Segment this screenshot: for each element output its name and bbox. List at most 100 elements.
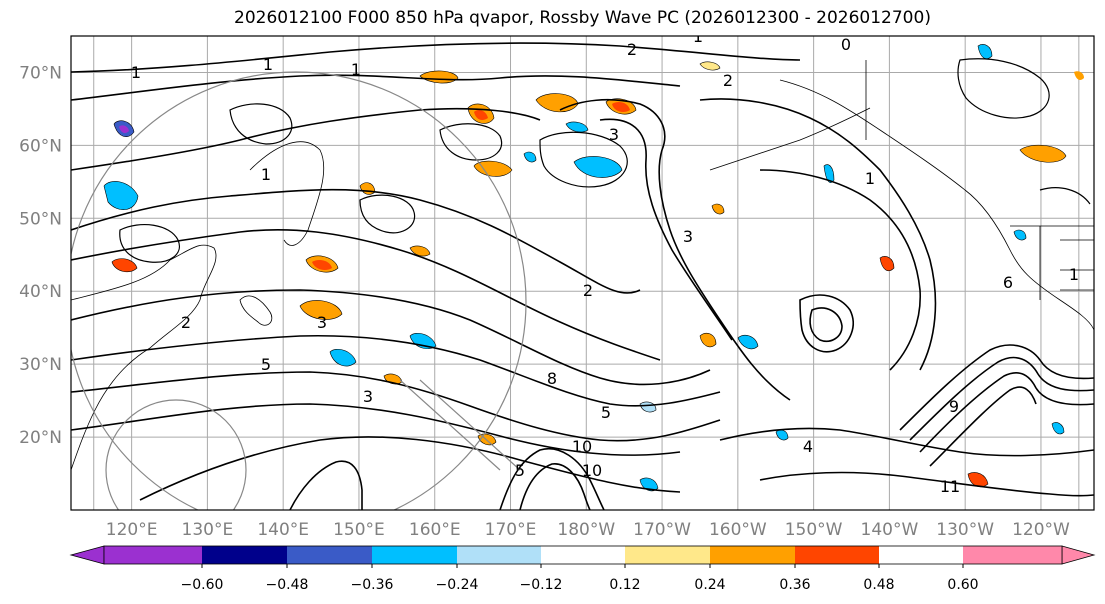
- negative-anomaly-patch: [119, 125, 129, 134]
- negative-anomaly-patch: [639, 477, 659, 492]
- anomaly-shading: [103, 44, 1084, 492]
- contour-value-label: 1: [1069, 265, 1079, 284]
- contour-value-label: 1: [263, 55, 273, 74]
- contour-value-label: 10: [582, 461, 602, 480]
- contour-line: [519, 463, 591, 510]
- contour-line: [559, 98, 791, 401]
- contour-value-label: 2: [723, 71, 733, 90]
- negative-anomaly-patch: [1051, 422, 1065, 435]
- japan-coastline: [239, 295, 273, 326]
- contour-line: [71, 334, 721, 407]
- contour-line: [599, 118, 733, 341]
- contour-value-label: 2: [181, 313, 191, 332]
- range-ring: [71, 71, 527, 510]
- colorbar-segment: [457, 546, 541, 564]
- contour-value-label: 5: [515, 461, 525, 480]
- positive-anomaly-patch: [1074, 71, 1084, 80]
- longitude-label: 150°W: [785, 520, 843, 540]
- contour-line: [719, 427, 1094, 457]
- contour-value-label: 3: [363, 387, 373, 406]
- contour-value-label: 3: [317, 313, 327, 332]
- contour-line: [439, 123, 503, 161]
- colorbar-tick-label: −0.48: [266, 577, 309, 593]
- range-circles: [71, 71, 527, 510]
- coastlines: [71, 60, 1094, 471]
- colorbar-segment: [625, 546, 710, 564]
- map-frame: [70, 35, 1095, 511]
- positive-anomaly-patch: [967, 472, 989, 487]
- contour-value-label: 5: [601, 403, 611, 422]
- colorbar-segment: [710, 546, 795, 564]
- contour-line: [919, 372, 1094, 453]
- colorbar-tick-label: 0.12: [609, 577, 640, 593]
- range-line: [399, 379, 521, 471]
- contour-value-label: 1: [131, 63, 141, 82]
- contour-line: [929, 386, 1037, 467]
- contour-value-label: 2: [627, 40, 637, 59]
- negative-anomaly-patch: [977, 44, 993, 59]
- contour-line: [1039, 187, 1091, 205]
- contour-value-label: 3: [683, 227, 693, 246]
- contour-line: [71, 74, 681, 101]
- negative-anomaly-patch: [737, 334, 759, 350]
- contour-value-label: 4: [803, 437, 813, 456]
- contour-value-label: 8: [547, 369, 557, 388]
- contour-value-label: 9: [949, 397, 959, 416]
- colorbar: −0.60 −0.48 −0.36 −0.24 −0.12 0.12 0.24 0.36 0.4…: [69, 545, 1096, 593]
- contour-value-label: 1: [693, 27, 703, 46]
- contour-line: [699, 98, 937, 371]
- contour-line: [139, 436, 681, 501]
- map-background: [71, 36, 1094, 510]
- positive-anomaly-patch: [474, 110, 488, 120]
- contour-value-label: 11: [940, 477, 960, 496]
- contour-line: [899, 344, 1094, 431]
- contour-value-label: 10: [572, 437, 592, 456]
- asia-coastline: [71, 244, 217, 471]
- contour-line: [71, 371, 721, 442]
- positive-anomaly-patch: [299, 300, 343, 320]
- latitude-label: 30°N: [19, 355, 62, 375]
- longitude-label: 160°W: [709, 520, 767, 540]
- colorbar-tick-label: −0.24: [436, 577, 479, 593]
- contour-line: [909, 356, 1094, 441]
- longitude-label: 160°E: [409, 520, 461, 540]
- positive-anomaly-patch: [879, 256, 895, 271]
- positive-anomaly-patch: [111, 258, 138, 273]
- colorbar-segment: [963, 546, 1062, 564]
- contour-line: [289, 460, 363, 510]
- latitude-labels: 20°N 30°N 40°N 50°N 60°N 70°N: [19, 63, 62, 448]
- longitude-label: 130°E: [182, 520, 234, 540]
- north-america-coastline: [779, 79, 1094, 331]
- colorbar-tick-label: −0.12: [520, 577, 563, 593]
- latitude-label: 40°N: [19, 282, 62, 302]
- positive-anomaly-patch: [612, 102, 630, 112]
- colorbar-segment: [372, 546, 457, 564]
- colorbar-segment: [287, 546, 372, 564]
- colorbar-tick-label: 0.24: [694, 577, 725, 593]
- longitude-label: 180°W: [557, 520, 615, 540]
- contour-line: [71, 188, 641, 294]
- contour-value-label: 3: [609, 125, 619, 144]
- contour-line: [809, 307, 843, 342]
- positive-anomaly-patch: [473, 160, 513, 177]
- positive-anomaly-patch: [699, 332, 717, 348]
- alaska-coastline: [709, 107, 871, 171]
- contour-value-label: 0: [841, 35, 851, 54]
- contour-line: [759, 169, 921, 371]
- positive-anomaly-patch: [699, 61, 721, 71]
- range-ring: [105, 399, 247, 510]
- longitude-label: 120°E: [106, 520, 158, 540]
- colorbar-segment: [104, 546, 202, 564]
- contour-value-label: 1: [865, 169, 875, 188]
- state-borders: [1039, 226, 1094, 300]
- latitude-label: 20°N: [19, 428, 62, 448]
- contour-value-label: 1: [261, 165, 271, 184]
- positive-anomaly-patch: [711, 203, 725, 215]
- latitude-label: 70°N: [19, 63, 62, 83]
- longitude-label: 150°E: [333, 520, 385, 540]
- longitude-label: 170°W: [633, 520, 691, 540]
- contour-line: [499, 447, 605, 510]
- colorbar-segment: [541, 546, 625, 564]
